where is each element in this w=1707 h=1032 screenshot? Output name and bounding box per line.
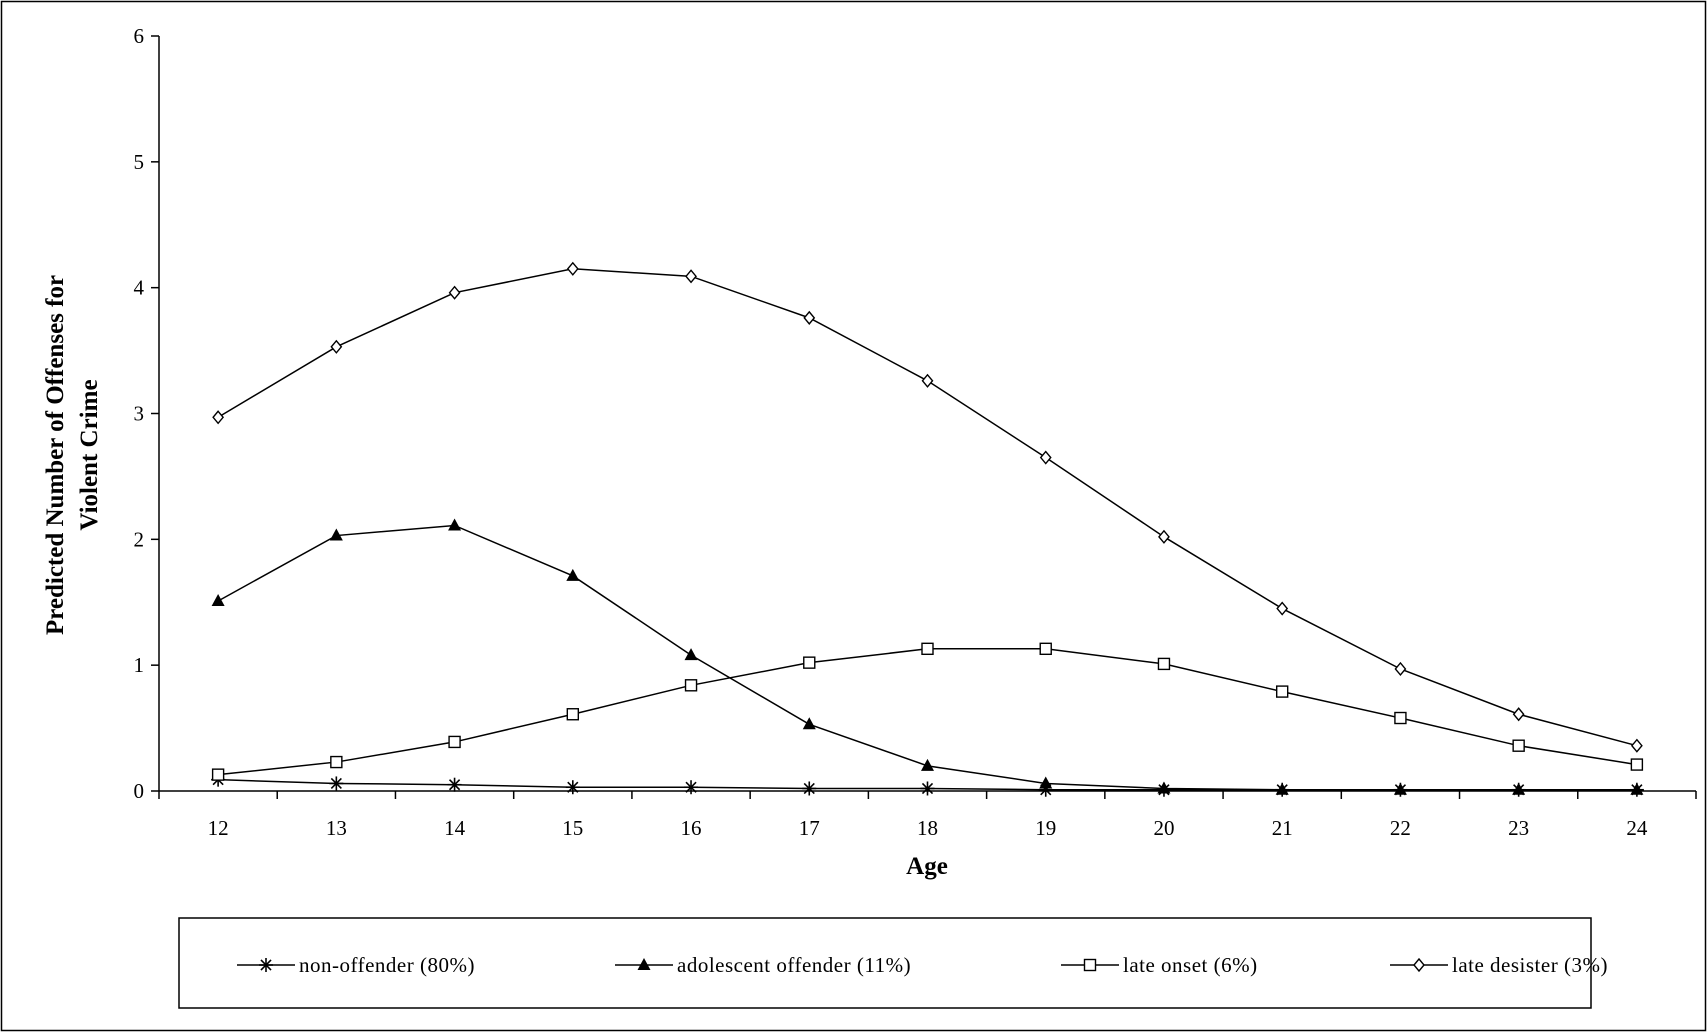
y-axis-title-line-2: Violent Crime [76,379,103,530]
series-2-point [1630,758,1644,771]
legend-marker [259,958,273,972]
y-tick-label: 3 [134,402,145,426]
series-0-point [447,777,462,792]
series-3-point [212,410,225,425]
series-3-point [803,310,816,325]
series-0-point [684,780,699,795]
legend-marker [1083,958,1097,972]
x-tick-label: 22 [1390,816,1411,840]
series-3-point [921,373,934,388]
series-0-point [329,776,344,791]
legend: non-offender (80%) adolescent offender (1… [237,953,1608,977]
series-3-point [1276,601,1289,616]
series-2-point [330,755,343,769]
x-axis-title: Age [906,853,948,880]
legend-marker [637,958,651,970]
series-1-point [329,528,343,541]
series-2-point [211,768,225,781]
y-tick-label: 1 [134,653,145,677]
x-tick-label: 19 [1035,816,1056,840]
x-tick-label: 18 [917,816,938,840]
series-2-point [1394,711,1407,725]
series-3-point [448,285,461,300]
series-2-point [448,735,461,749]
series-2-point [1512,739,1525,752]
y-axis-title: Predicted Number of Offenses for Violent… [42,275,103,635]
series-1-point [1157,781,1171,794]
series-0-point [802,781,817,796]
x-tick-label: 13 [326,816,347,840]
series-0-point [920,781,935,796]
series-2-point [1157,657,1171,671]
legend-label: adolescent offender (11%) [677,953,911,977]
legend-item-3: late desister (3%) [1390,953,1608,977]
series-2-point [566,708,580,721]
y-tick-label: 2 [134,527,145,551]
series-3-point [1039,450,1052,465]
x-tick-label: 16 [681,816,702,840]
series-2-point [1039,642,1052,656]
series-2-point [1275,685,1289,698]
legend-item-2: late onset (6%) [1061,953,1258,977]
series-2-point [921,642,934,656]
series-1-point [1630,782,1644,795]
series-1-point [684,648,698,661]
x-tick-label: 23 [1508,816,1529,840]
series-2-point [803,656,816,669]
x-tick-label: 17 [799,816,820,840]
series-1-point [921,758,934,771]
x-tick-label: 21 [1272,816,1293,840]
y-tick-label: 5 [134,150,145,174]
legend-item-0: non-offender (80%) [237,953,475,977]
x-tick-label: 15 [562,816,583,840]
legend-label: late onset (6%) [1123,953,1258,977]
series-3-point [1512,707,1525,722]
y-tick-label: 0 [134,779,145,803]
series-2-point [684,679,698,692]
legend-box [178,917,1592,1009]
series-1-point [1393,782,1407,795]
series-1-point [1039,776,1053,789]
y-tick-label: 4 [134,276,145,300]
y-tick-label: 6 [134,24,145,48]
series-1-point [1512,782,1526,795]
series-1-point [566,568,580,581]
legend-marker [1413,957,1425,973]
legend-label: late desister (3%) [1452,953,1608,977]
series-3-point [1394,661,1407,677]
series-1-point [1275,782,1289,795]
series-3-point [1158,529,1170,544]
x-tick-label: 20 [1153,816,1174,840]
x-tick-label: 24 [1626,816,1648,840]
x-tick-label: 12 [208,816,229,840]
series-3-point [566,261,579,276]
series-0-point [565,780,580,795]
series-1-point [211,593,225,606]
legend-label: non-offender (80%) [299,953,475,977]
x-tick-label: 14 [444,816,466,840]
series-1-point [802,717,816,730]
series-3-point [330,339,343,354]
y-axis-title-line-1: Predicted Number of Offenses for [42,275,69,635]
legend-item-1: adolescent offender (11%) [615,953,911,977]
series-3-point [1630,738,1643,753]
series-3-point [685,269,697,284]
series-1-point [448,518,462,531]
